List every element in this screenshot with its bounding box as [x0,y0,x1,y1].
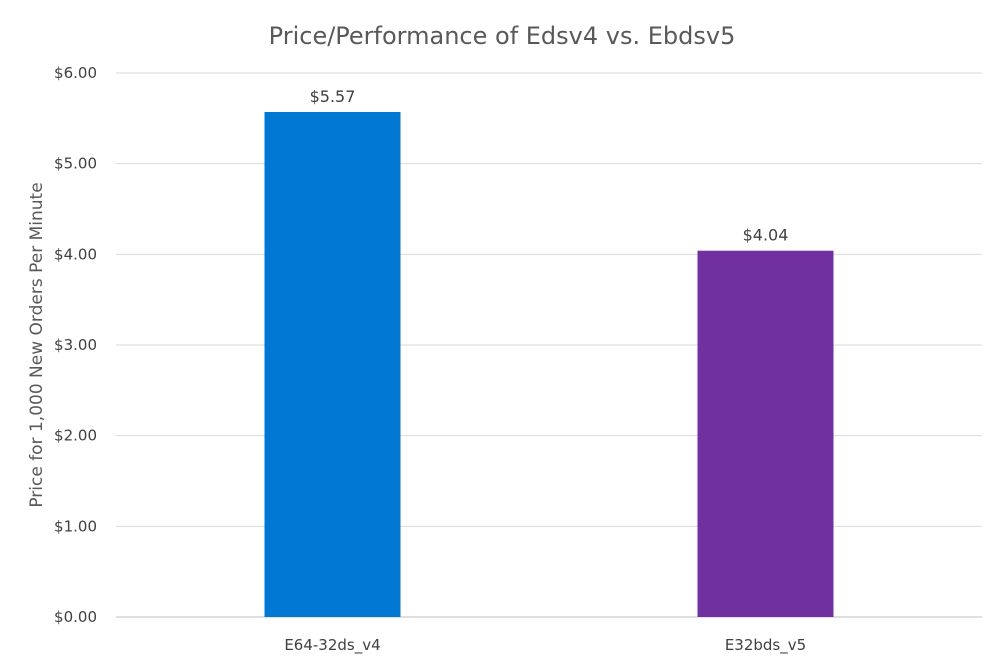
y-tick-label: $3.00 [54,336,97,354]
bar [697,250,834,617]
y-tick-label: $0.00 [54,608,97,626]
y-axis-label: Price for 1,000 New Orders Per Minute [27,182,47,507]
y-tick-label: $5.00 [54,155,97,173]
y-tick-label: $1.00 [54,517,97,535]
data-label: $4.04 [743,226,789,245]
y-tick-label: $6.00 [54,64,97,82]
y-tick-label: $4.00 [54,245,97,263]
y-axis-ticks: $0.00 $1.00 $2.00 $3.00 $4.00 $5.00 $6.00 [54,64,97,626]
data-label: $5.57 [310,87,356,106]
bar [264,111,401,617]
chart-title: Price/Performance of Edsv4 vs. Ebdsv5 [269,22,736,50]
gridlines [116,72,982,618]
y-tick-label: $2.00 [54,427,97,445]
data-labels: $5.57 $4.04 [310,87,789,245]
bars [264,111,834,617]
x-axis-categories: E64-32ds_v4 E32bds_v5 [284,636,806,655]
x-category-label: E64-32ds_v4 [284,636,380,655]
x-category-label: E32bds_v5 [725,636,806,655]
